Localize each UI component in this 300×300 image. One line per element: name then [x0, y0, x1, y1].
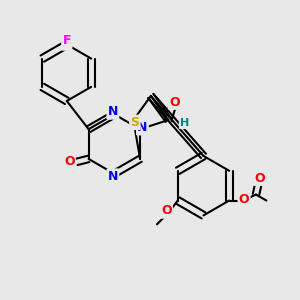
Text: H: H [180, 118, 189, 128]
Text: O: O [169, 96, 180, 109]
Text: S: S [130, 116, 140, 129]
Text: F: F [62, 34, 71, 47]
Text: O: O [254, 172, 265, 185]
Text: N: N [137, 121, 148, 134]
Text: O: O [64, 155, 75, 168]
Text: N: N [108, 170, 118, 183]
Text: N: N [108, 106, 118, 118]
Text: O: O [161, 204, 172, 218]
Text: O: O [239, 193, 249, 206]
Text: F: F [62, 37, 71, 50]
